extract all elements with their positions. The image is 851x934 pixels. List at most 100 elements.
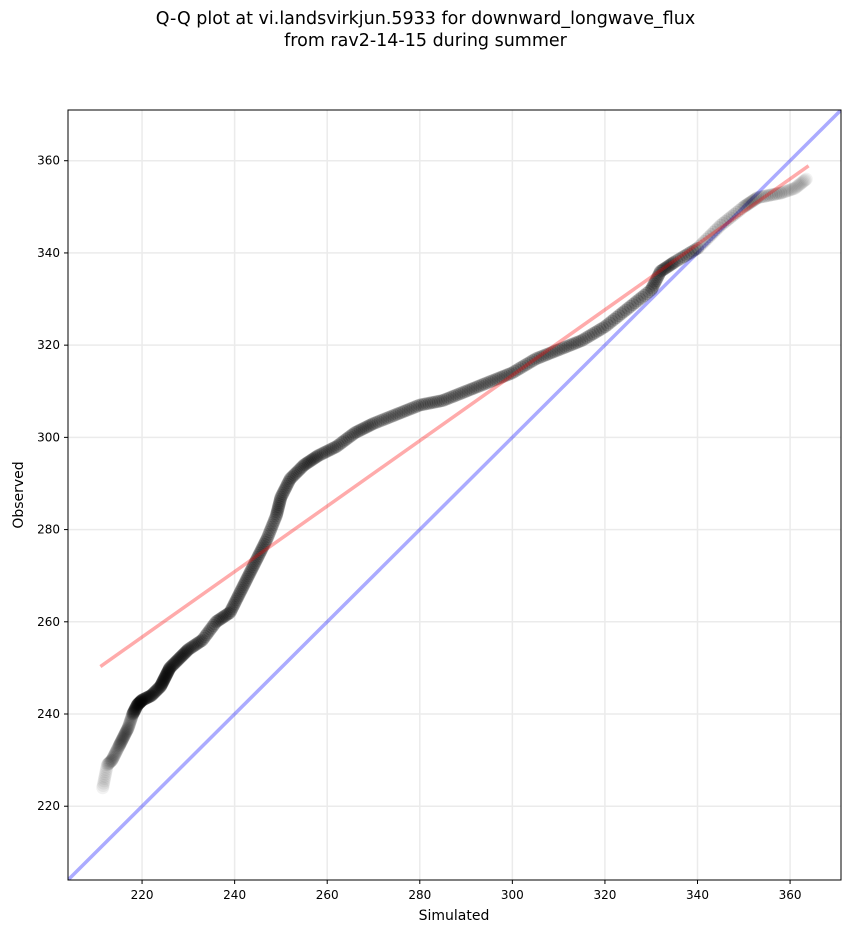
fit-line bbox=[99, 164, 810, 668]
data-point bbox=[114, 735, 128, 749]
data-point bbox=[753, 190, 767, 204]
data-point bbox=[97, 774, 111, 788]
data-point bbox=[501, 368, 515, 382]
data-point bbox=[359, 420, 373, 434]
data-point bbox=[236, 580, 250, 594]
data-point bbox=[250, 552, 264, 566]
data-point bbox=[392, 406, 406, 420]
data-point bbox=[782, 183, 796, 197]
x-tick-label: 240 bbox=[223, 888, 246, 902]
data-point bbox=[249, 554, 263, 568]
data-point bbox=[292, 464, 306, 478]
data-point bbox=[287, 468, 301, 482]
data-point bbox=[561, 339, 575, 353]
data-point bbox=[254, 545, 268, 559]
data-point bbox=[779, 184, 793, 198]
data-point bbox=[563, 338, 577, 352]
data-point bbox=[510, 363, 524, 377]
data-point bbox=[355, 422, 369, 436]
reference-lines bbox=[68, 110, 841, 880]
data-point bbox=[106, 752, 120, 766]
data-point bbox=[104, 754, 118, 768]
data-point bbox=[99, 762, 113, 776]
data-point bbox=[348, 426, 362, 440]
data-point bbox=[420, 397, 434, 411]
data-point bbox=[542, 346, 556, 360]
title-line-1: Q-Q plot at vi.landsvirkjun.5933 for dow… bbox=[155, 9, 696, 29]
data-point bbox=[116, 731, 130, 745]
data-point bbox=[505, 366, 519, 380]
data-point bbox=[246, 559, 260, 573]
data-point bbox=[658, 262, 672, 276]
data-point bbox=[732, 204, 746, 218]
data-point bbox=[552, 343, 566, 357]
data-point bbox=[161, 664, 175, 678]
data-point bbox=[665, 257, 679, 271]
data-point bbox=[161, 665, 175, 679]
data-point bbox=[114, 736, 128, 750]
data-point bbox=[697, 234, 711, 248]
data-point bbox=[225, 602, 239, 616]
data-point bbox=[216, 610, 230, 624]
data-point bbox=[769, 187, 783, 201]
data-point bbox=[127, 705, 141, 719]
y-tick-label: 220 bbox=[37, 799, 60, 813]
data-point bbox=[791, 179, 805, 193]
x-tick-label: 280 bbox=[408, 888, 431, 902]
data-point bbox=[165, 659, 179, 673]
data-point bbox=[175, 649, 189, 663]
data-point bbox=[113, 737, 127, 751]
data-point bbox=[642, 285, 656, 299]
data-point bbox=[156, 675, 170, 689]
data-point bbox=[741, 197, 755, 211]
data-point bbox=[100, 760, 114, 774]
data-point bbox=[404, 402, 418, 416]
data-point bbox=[129, 701, 143, 715]
data-point bbox=[170, 654, 184, 668]
data-point bbox=[494, 370, 508, 384]
data-point bbox=[745, 194, 759, 208]
data-point bbox=[459, 384, 473, 398]
data-point bbox=[272, 500, 286, 514]
data-point bbox=[289, 466, 303, 480]
plot-frame bbox=[67, 109, 842, 881]
data-point bbox=[799, 172, 813, 186]
y-tick-label: 300 bbox=[37, 430, 60, 444]
data-point bbox=[577, 332, 591, 346]
data-point bbox=[155, 676, 169, 690]
data-point bbox=[653, 264, 667, 278]
data-point bbox=[607, 312, 621, 326]
data-point bbox=[688, 243, 702, 257]
data-point bbox=[298, 457, 312, 471]
data-point bbox=[238, 576, 252, 590]
data-point bbox=[147, 686, 161, 700]
data-point bbox=[267, 513, 281, 527]
data-point bbox=[132, 696, 146, 710]
data-point bbox=[174, 650, 188, 664]
data-point bbox=[162, 662, 176, 676]
data-point bbox=[716, 216, 730, 230]
data-point bbox=[273, 492, 287, 506]
data-point bbox=[228, 596, 242, 610]
data-point bbox=[755, 190, 769, 204]
data-point bbox=[149, 684, 163, 698]
data-point bbox=[582, 329, 596, 343]
data-point bbox=[244, 563, 258, 577]
data-point bbox=[385, 409, 399, 423]
data-point bbox=[475, 378, 489, 392]
data-point bbox=[354, 423, 368, 437]
data-point bbox=[159, 668, 173, 682]
data-point bbox=[721, 213, 735, 227]
data-point bbox=[415, 398, 429, 412]
data-point bbox=[547, 345, 561, 359]
data-point bbox=[117, 728, 131, 742]
data-point bbox=[300, 456, 314, 470]
data-point bbox=[760, 189, 774, 203]
data-point bbox=[503, 367, 517, 381]
data-point bbox=[263, 525, 277, 539]
data-point bbox=[448, 389, 461, 403]
data-point bbox=[742, 196, 756, 210]
data-point bbox=[132, 696, 146, 710]
data-point bbox=[598, 320, 612, 334]
data-point bbox=[125, 708, 139, 722]
